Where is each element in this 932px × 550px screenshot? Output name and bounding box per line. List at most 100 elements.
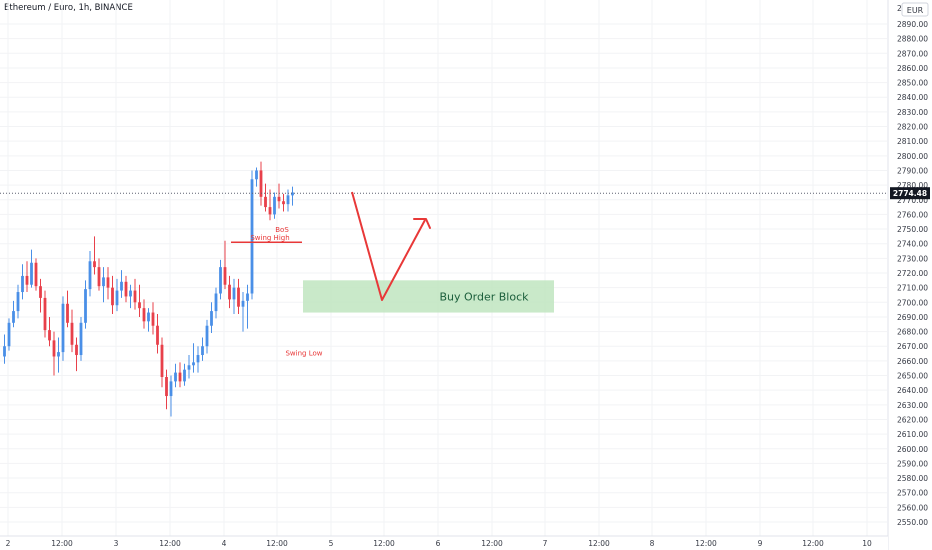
candle[interactable] — [25, 275, 29, 285]
candle[interactable] — [286, 195, 290, 205]
candle[interactable] — [133, 290, 137, 303]
price-tick-label: 2730.00 — [897, 254, 928, 263]
candle[interactable] — [282, 201, 285, 205]
candle[interactable] — [70, 322, 74, 345]
candle[interactable] — [48, 330, 51, 341]
candle[interactable] — [66, 303, 69, 323]
candle[interactable] — [169, 381, 173, 397]
time-tick-label: 12:00 — [266, 539, 288, 548]
swing-high-label: Swing High — [250, 234, 289, 242]
candle[interactable] — [259, 170, 263, 197]
candle[interactable] — [174, 372, 177, 382]
price-tick-label: 2740.00 — [897, 240, 928, 249]
projection-path[interactable] — [351, 191, 426, 301]
candle[interactable] — [39, 286, 42, 298]
candle[interactable] — [205, 325, 209, 347]
candle[interactable] — [21, 275, 24, 293]
candle[interactable] — [273, 196, 276, 215]
candle[interactable] — [79, 322, 83, 356]
candle[interactable] — [3, 346, 6, 357]
time-tick-label: 12:00 — [51, 539, 73, 548]
candle[interactable] — [250, 179, 254, 294]
candle[interactable] — [241, 300, 245, 307]
candle[interactable] — [255, 170, 258, 180]
candle[interactable] — [201, 346, 204, 356]
price-tick-label: 2790.00 — [897, 166, 928, 175]
symbol-name: Ethereum / Euro — [4, 3, 74, 13]
candle[interactable] — [93, 261, 96, 268]
price-tick-label: 2860.00 — [897, 64, 928, 73]
time-tick-label: 4 — [222, 539, 227, 548]
exchange: BINANCE — [94, 3, 133, 13]
candle[interactable] — [232, 287, 236, 300]
candle[interactable] — [187, 365, 191, 370]
candle[interactable] — [156, 325, 159, 345]
price-tick-label: 2670.00 — [897, 342, 928, 351]
candle[interactable] — [75, 344, 78, 356]
candle[interactable] — [138, 302, 141, 309]
time-tick-label: 12:00 — [588, 539, 610, 548]
price-tick-label: 2710.00 — [897, 284, 928, 293]
time-axis[interactable] — [0, 536, 888, 550]
time-tick-label: 12:00 — [695, 539, 717, 548]
candle[interactable] — [124, 281, 128, 297]
candle[interactable] — [214, 293, 218, 312]
candle[interactable] — [97, 267, 101, 287]
candle[interactable] — [57, 352, 60, 357]
time-tick-label: 12:00 — [373, 539, 395, 548]
candle[interactable] — [237, 287, 240, 307]
price-tick-label: 2800.00 — [897, 152, 928, 161]
candle[interactable] — [264, 196, 267, 208]
candle[interactable] — [151, 312, 155, 326]
price-tick-label: 2890.00 — [897, 20, 928, 29]
candle[interactable] — [196, 355, 200, 363]
candle[interactable] — [30, 262, 33, 285]
candle[interactable] — [219, 267, 222, 294]
price-tick-label: 2810.00 — [897, 137, 928, 146]
candle[interactable] — [277, 196, 281, 202]
candle[interactable] — [111, 287, 114, 306]
candle[interactable] — [12, 311, 15, 323]
candle[interactable] — [34, 262, 38, 287]
candle[interactable] — [178, 372, 182, 382]
candle[interactable] — [106, 277, 110, 288]
price-axis[interactable] — [888, 0, 932, 550]
candle[interactable] — [61, 303, 65, 353]
time-tick-label: 6 — [436, 539, 441, 548]
candle[interactable] — [115, 290, 119, 306]
candle[interactable] — [210, 311, 213, 326]
candle[interactable] — [84, 289, 87, 323]
candle[interactable] — [183, 369, 186, 382]
candle[interactable] — [165, 376, 168, 397]
currency-badge[interactable] — [901, 2, 929, 17]
candle[interactable] — [223, 267, 227, 285]
price-tick-label: 2820.00 — [897, 123, 928, 132]
candle[interactable] — [88, 261, 92, 290]
candle[interactable] — [102, 277, 105, 287]
candle[interactable] — [291, 192, 294, 196]
time-tick-label: 12:00 — [159, 539, 181, 548]
candle[interactable] — [147, 312, 150, 322]
candle[interactable] — [7, 322, 11, 347]
time-tick-label: 8 — [650, 539, 655, 548]
candle[interactable] — [52, 340, 56, 357]
candle[interactable] — [16, 292, 20, 312]
candle[interactable] — [228, 284, 231, 300]
candle[interactable] — [129, 290, 132, 297]
price-tick-label: 2720.00 — [897, 269, 928, 278]
candle[interactable] — [268, 207, 272, 215]
candle[interactable] — [246, 293, 249, 301]
price-tick-label: 2650.00 — [897, 372, 928, 381]
candle[interactable] — [120, 281, 123, 291]
candle[interactable] — [142, 308, 146, 322]
candle[interactable] — [43, 297, 47, 331]
buy-order-block-zone[interactable] — [303, 280, 554, 313]
price-tick-label: 2550.00 — [897, 518, 928, 527]
last-price-label: 2774.48 — [893, 189, 927, 198]
time-tick-label: 5 — [329, 539, 334, 548]
price-tick-label: 2600.00 — [897, 445, 928, 454]
candle[interactable] — [192, 362, 195, 366]
candle[interactable] — [160, 344, 164, 377]
price-tick-label: 2690.00 — [897, 313, 928, 322]
